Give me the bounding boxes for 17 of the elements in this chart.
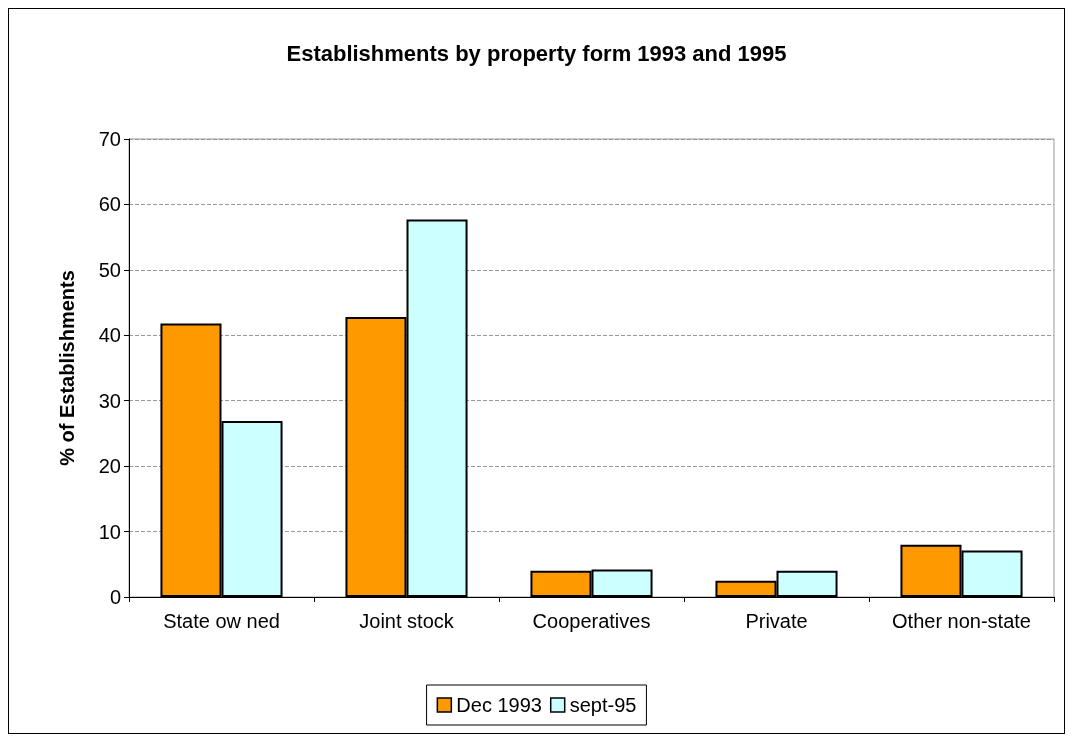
y-tick-label: 30	[98, 389, 121, 412]
y-tick-label: 60	[98, 193, 121, 216]
x-tick-label: Cooperatives	[532, 610, 651, 632]
y-tick-label: 10	[98, 520, 121, 543]
y-tick-label: 20	[98, 455, 121, 478]
y-tick-label: 50	[98, 258, 121, 281]
x-tick-label: Private	[745, 610, 808, 632]
y-tick-label: 40	[98, 324, 121, 347]
y-axis-title: % of Establishments	[56, 270, 78, 466]
x-tick-label: Other non-state	[892, 610, 1031, 632]
legend-label: Dec 1993	[456, 694, 542, 716]
x-tick-label: State ow ned	[163, 610, 280, 632]
x-tick-label: Joint stock	[359, 610, 455, 632]
legend-label: sept-95	[569, 694, 637, 716]
y-tick-label: 0	[109, 586, 121, 608]
chart-title: Establishments by property form 1993 and 1995	[286, 40, 787, 66]
y-tick-label: 70	[98, 128, 121, 150]
